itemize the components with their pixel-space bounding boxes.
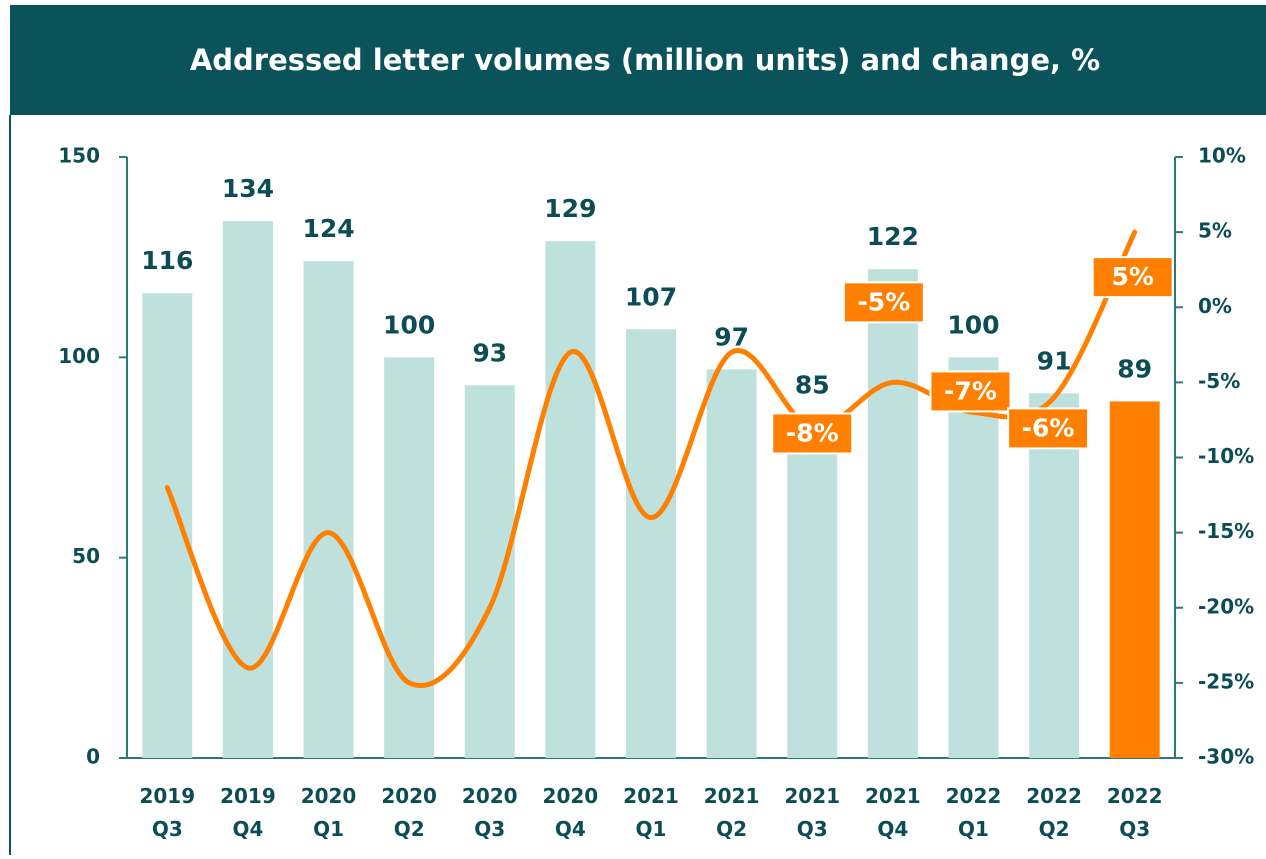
y2-tick-label: 5% — [1198, 219, 1232, 243]
bar-value-label: 100 — [383, 310, 435, 339]
x-tick-label: 2020 Q1 — [301, 784, 357, 841]
y2-tick-label: -5% — [1198, 369, 1240, 393]
line-label-box — [771, 412, 854, 455]
bar-value-label: 129 — [544, 194, 596, 223]
x-tick-label: 2022 Q1 — [946, 784, 1002, 841]
bar — [626, 329, 676, 758]
x-tick-label-part: 2020 — [381, 784, 437, 808]
bar — [222, 221, 273, 758]
x-tick-label: 2021 Q1 — [623, 784, 679, 841]
line-value-label: -7% — [944, 376, 997, 405]
bar — [303, 261, 354, 758]
x-tick-label-part: Q3 — [1119, 817, 1150, 841]
x-tick-label-part: 2019 — [220, 784, 276, 808]
title-banner — [10, 5, 1266, 115]
y2-tick-label: -10% — [1198, 444, 1254, 468]
x-tick-label-part: 2022 — [1107, 784, 1163, 808]
x-tick-label-part: Q1 — [636, 817, 667, 841]
x-tick-label-part: 2020 — [462, 784, 518, 808]
bar — [142, 293, 193, 758]
bar-value-label: 100 — [947, 310, 999, 339]
line-value-label: 5% — [1111, 262, 1153, 291]
bar-value-label: 124 — [302, 214, 354, 243]
x-tick-label: 2022 Q2 — [1026, 784, 1082, 841]
bar-value-label: 93 — [472, 338, 507, 367]
x-tick-label-part: 2022 — [1026, 784, 1082, 808]
bar-value-label: 85 — [795, 370, 830, 399]
y-tick-label: 150 — [58, 144, 100, 168]
line-label-box — [1007, 407, 1090, 450]
y2-tick-label: -30% — [1198, 745, 1254, 769]
x-tick-label-part: Q4 — [232, 817, 263, 841]
x-tick-label: 2020 Q2 — [381, 784, 437, 841]
bar — [948, 357, 999, 758]
y-tick-label: 100 — [58, 344, 100, 368]
bar — [1109, 401, 1160, 758]
x-tick-label: 2022 Q3 — [1107, 784, 1163, 841]
x-tick-label: 2019 Q4 — [220, 784, 276, 841]
line-label-box — [929, 370, 1012, 413]
line-value-label: -6% — [1022, 413, 1075, 442]
x-tick-label-part: Q3 — [474, 817, 505, 841]
line-value-label: -8% — [786, 418, 839, 447]
x-tick-label-part: 2021 — [784, 784, 840, 808]
bar — [867, 269, 918, 758]
x-tick-label-part: Q2 — [394, 817, 425, 841]
bar — [1029, 393, 1080, 758]
x-tick-label-part: Q2 — [1039, 817, 1070, 841]
y-tick-label: 0 — [86, 745, 100, 769]
y2-tick-label: 10% — [1198, 144, 1246, 168]
x-tick-label-part: 2021 — [865, 784, 921, 808]
y2-tick-label: -25% — [1198, 669, 1254, 693]
x-tick-label-part: Q3 — [152, 817, 183, 841]
bar — [545, 241, 596, 758]
y2-tick-label: -15% — [1198, 519, 1254, 543]
y2-tick-label: -20% — [1198, 594, 1254, 618]
line-value-label: -5% — [857, 287, 910, 316]
x-tick-label: 2021 Q2 — [704, 784, 760, 841]
x-tick-label-part: Q3 — [797, 817, 828, 841]
bar-value-label: 89 — [1117, 354, 1152, 383]
bar — [787, 417, 838, 758]
x-tick-label-part: 2021 — [623, 784, 679, 808]
bar-value-label: 97 — [714, 322, 749, 351]
bar-value-label: 107 — [625, 282, 677, 311]
y-tick-label: 50 — [72, 544, 100, 568]
x-tick-label-part: 2019 — [139, 784, 195, 808]
x-tick-label: 2020 Q4 — [543, 784, 599, 841]
x-tick-label-part: Q4 — [877, 817, 908, 841]
x-tick-label-part: 2022 — [946, 784, 1002, 808]
bar-value-label: 116 — [141, 246, 193, 275]
x-tick-label-part: Q2 — [716, 817, 747, 841]
x-tick-label: 2021 Q3 — [784, 784, 840, 841]
y2-tick-label: 0% — [1198, 294, 1232, 318]
x-tick-label-part: 2021 — [704, 784, 760, 808]
bar — [706, 369, 757, 758]
bar-value-label: 134 — [222, 174, 274, 203]
chart-title: Addressed letter volumes (million units)… — [190, 43, 1100, 77]
x-tick-label-part: Q1 — [958, 817, 989, 841]
line-label-box — [842, 281, 925, 324]
line-label-box — [1091, 256, 1174, 299]
bar — [384, 357, 435, 758]
x-tick-label-part: 2020 — [301, 784, 357, 808]
x-tick-label: 2020 Q3 — [462, 784, 518, 841]
x-tick-label: 2021 Q4 — [865, 784, 921, 841]
x-tick-label-part: Q4 — [555, 817, 586, 841]
bar-value-label: 91 — [1037, 346, 1072, 375]
bar-value-label: 122 — [867, 222, 919, 251]
x-tick-label-part: 2020 — [543, 784, 599, 808]
bar — [464, 385, 515, 758]
x-tick-label-part: Q1 — [313, 817, 344, 841]
x-tick-label: 2019 Q3 — [139, 784, 195, 841]
